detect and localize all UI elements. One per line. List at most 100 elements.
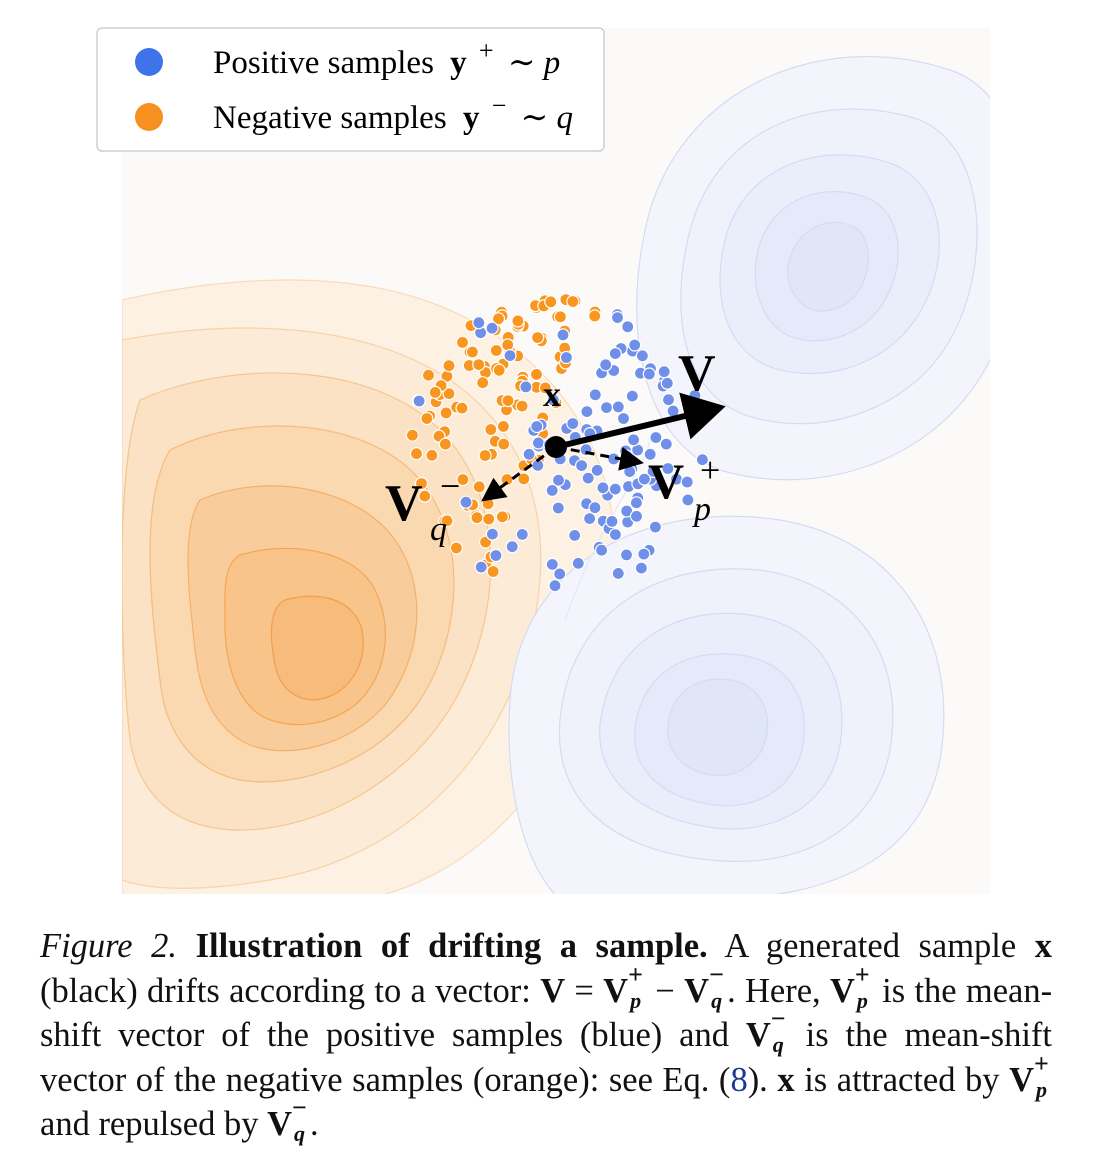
positive-sample-point [621,320,635,334]
negative-sample-point [428,385,442,399]
negative-sample-point [530,331,545,345]
generated-sample-x [545,436,567,458]
label-vp-sup: + [700,450,720,490]
positive-sample-point [680,475,694,489]
caption-x-1: x [1034,927,1053,965]
drift-vectors [481,392,726,502]
positive-sample-point [626,433,641,447]
positive-sample-point [619,548,634,562]
positive-sample-point [637,547,651,561]
negative-density-contours [122,279,616,894]
negative-sample-point [501,394,515,408]
drift-illustration-plot: x V V + p V − q Positive samples y + ∼ p… [96,27,990,894]
positive-sample-point [594,543,609,557]
negative-sample-point [496,419,510,433]
negative-sample-point [440,514,454,528]
negative-sample-point [455,401,469,415]
caption-text-8: and repulsed by [40,1105,259,1143]
caption-eq-minus: − [655,971,675,1010]
negative-sample-point [553,310,568,324]
positive-sample-point [568,528,582,543]
positive-sample-point [582,511,597,526]
label-v: V [678,345,716,402]
negative-sample-point [491,312,506,326]
positive-sample-point [531,436,546,450]
positive-sample-point [551,501,565,515]
positive-sample-point [588,388,602,402]
positive-sample-point [546,393,560,407]
positive-sample-points [412,308,710,593]
legend-positive-label: Positive samples y + ∼ p [213,31,560,81]
positive-sample-point [660,376,674,390]
positive-sample-point [503,349,517,363]
positive-sample-point [611,566,625,581]
caption-text-7: is attracted by [804,1060,1000,1099]
negative-sample-point [425,448,439,462]
negative-sample-point [405,428,419,442]
negative-sample-point [449,541,463,555]
positive-sample-point [474,560,488,574]
positive-sample-point [590,463,604,477]
negative-sample-point [470,511,484,525]
positive-density-contours-upper [636,55,990,481]
positive-sample-point [628,338,642,352]
label-vp-sub: p [692,491,711,528]
negative-sample-point [484,422,498,437]
legend-positive-marker [135,48,163,76]
negative-sample-point [492,363,506,377]
positive-sample-point [485,527,499,541]
caption-eq-sign: = [574,971,594,1010]
positive-sample-point [634,561,649,575]
negative-sample-point [544,295,558,309]
positive-sample-point [661,461,675,476]
positive-sample-point [599,358,613,372]
vector-v-arrow [555,392,726,450]
caption-vp-2: V + p [829,959,870,1013]
positive-sample-point [629,509,644,523]
negative-sample-point [517,472,531,486]
positive-sample-point [661,393,676,407]
negative-sample-point [439,406,453,420]
negative-sample-point [482,512,496,526]
positive-sample-point [522,447,536,461]
positive-sample-point [611,400,625,414]
positive-sample-point [574,459,589,473]
negative-sample-point [515,399,529,413]
positive-sample-point [681,493,695,507]
positive-sample-point [459,495,473,509]
caption-eq-vp: V + p [603,959,643,1013]
negative-sample-point [588,309,602,323]
negative-sample-point [418,489,432,503]
negative-sample-point [478,448,492,463]
positive-sample-point [489,548,503,563]
negative-sample-point [497,437,511,451]
negative-sample-point [486,564,500,579]
negative-sample-point [472,358,486,372]
positive-sample-point [608,527,623,542]
legend-negative-label: Negative samples y − ∼ q [213,86,573,136]
caption-title: Illustration of drifting a sample. [195,927,708,965]
positive-sample-point [551,473,566,487]
positive-sample-point [580,405,594,419]
positive-sample-point [657,365,671,379]
label-vq-sup: − [440,466,460,506]
negative-sample-point [420,411,434,426]
caption-x-2: x [777,1060,795,1099]
positive-sample-point [519,380,533,394]
positive-sample-point [548,579,562,593]
caption-eq-ref-link[interactable]: 8 [730,1060,748,1099]
positive-sample-point [599,401,614,415]
caption-eq-v: V [540,971,566,1010]
caption-text-2: (black) drifts according to a vector: [40,971,531,1010]
positive-sample-point [608,347,622,361]
legend-box [96,27,605,152]
positive-sample-point [649,430,663,445]
positive-sample-point [637,472,652,486]
negative-sample-point [566,294,580,309]
positive-sample-point [556,328,570,342]
positive-sample-point [559,350,574,365]
negative-sample-point [438,437,452,451]
positive-sample-point [530,419,544,434]
vector-labels: x V V + p V − q [385,345,720,548]
label-vq-sub: q [430,511,447,548]
